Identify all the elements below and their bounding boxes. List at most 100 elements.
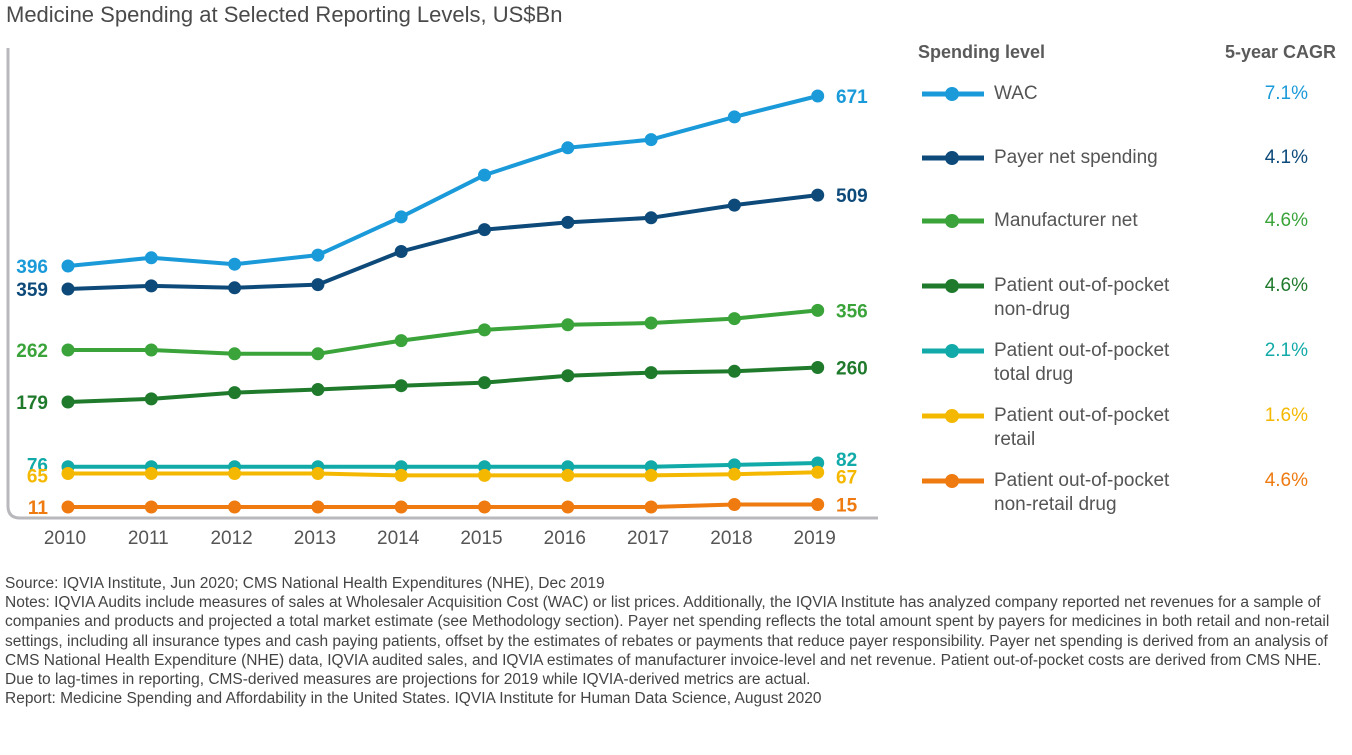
data-point — [228, 467, 242, 480]
series-patient-out-of-pocket-non-drug — [61, 361, 825, 409]
end-value-label: 509 — [836, 186, 868, 207]
source-note: Source: IQVIA Institute, Jun 2020; CMS N… — [5, 575, 605, 592]
data-point — [478, 468, 491, 482]
legend-label: Patient out-of-pocket non-drug — [994, 275, 1170, 320]
legend-cagr: 4.6% — [1264, 470, 1308, 491]
data-point — [394, 210, 408, 224]
start-value-label: 179 — [16, 393, 48, 414]
data-point — [561, 318, 575, 332]
end-value-label: 671 — [836, 87, 868, 108]
data-point — [478, 168, 491, 182]
series-patient-out-of-pocket-non-retail-drug — [61, 498, 825, 514]
legend-label: Patient out-of-pocket total drug — [994, 340, 1170, 385]
data-point — [311, 248, 325, 262]
data-point — [811, 89, 825, 103]
data-point — [644, 500, 658, 514]
data-point — [561, 215, 575, 229]
data-point — [311, 278, 325, 292]
data-point — [811, 303, 825, 317]
series-patient-out-of-pocket-retail — [61, 465, 825, 482]
series-patient-out-of-pocket-total-drug — [61, 456, 825, 474]
data-point — [144, 500, 158, 514]
data-point — [644, 366, 658, 380]
series-line — [68, 470, 818, 478]
data-point — [644, 316, 658, 330]
start-value-label: 76 — [27, 456, 48, 477]
legend-cagr: 4.6% — [1264, 210, 1308, 231]
data-point — [644, 211, 658, 225]
legend-cagr: 2.1% — [1264, 340, 1308, 361]
series-manufacturer-net — [61, 303, 825, 361]
data-point — [228, 500, 242, 514]
data-point — [811, 361, 825, 374]
data-point — [144, 343, 158, 357]
data-point — [61, 467, 75, 480]
legend-swatch — [922, 279, 984, 293]
data-point — [478, 223, 491, 237]
legend-cagr: 4.6% — [1264, 275, 1308, 296]
data-point — [144, 392, 158, 406]
legend-cagr: 7.1% — [1264, 83, 1308, 104]
legend-swatch — [922, 214, 984, 228]
legend-label: Patient out-of-pocket non-retail drug — [994, 470, 1170, 515]
data-point — [727, 312, 741, 326]
end-value-label: 67 — [836, 467, 857, 488]
legend-item-manufacturer-net: Manufacturer net 4.6% — [918, 210, 1318, 261]
methodology-notes: Notes: IQVIA Audits include measures of … — [5, 594, 1330, 689]
series-line — [67, 365, 818, 404]
data-point — [727, 110, 741, 124]
data-point — [644, 468, 658, 482]
data-point — [478, 323, 491, 337]
end-value-label: 260 — [836, 359, 868, 380]
data-point — [61, 500, 75, 514]
data-point — [727, 364, 741, 378]
legend-label: Patient out-of-pocket retail — [994, 405, 1170, 450]
legend-swatch — [922, 409, 984, 423]
series-line — [67, 94, 819, 268]
data-point — [561, 500, 575, 514]
legend-item-oop-non-retail-drug: Patient out-of-pocket non-retail drug 4.6… — [918, 470, 1318, 521]
notes-block: Source: IQVIA Institute, Jun 2020; CMS N… — [5, 574, 1345, 708]
legend-label: Payer net spending — [994, 147, 1158, 168]
legend-swatch — [922, 87, 984, 101]
data-point — [61, 343, 75, 357]
data-point — [228, 386, 242, 400]
legend-label: Manufacturer net — [994, 210, 1138, 231]
data-point — [727, 498, 741, 511]
start-value-label: 65 — [27, 467, 49, 488]
data-point — [311, 383, 325, 396]
data-point — [61, 395, 75, 409]
legend-header-cagr: 5-year CAGR — [1225, 42, 1337, 62]
data-point — [228, 257, 242, 271]
x-tick-label: 2013 — [294, 528, 336, 549]
x-tick-label: 2014 — [377, 528, 420, 549]
x-tick-label: 2016 — [544, 528, 586, 549]
x-tick-label: 2011 — [128, 528, 169, 549]
data-point — [811, 465, 825, 479]
data-point — [61, 282, 75, 296]
data-point — [394, 379, 408, 393]
x-tick-label: 2017 — [627, 528, 669, 549]
chart-title: Medicine Spending at Selected Reporting … — [6, 2, 563, 27]
legend-item-payer-net: Payer net spending 4.1% — [918, 147, 1318, 198]
legend-item-wac: WAC 7.1% — [918, 83, 1318, 134]
series-line — [67, 193, 818, 291]
data-point — [144, 467, 158, 480]
data-point — [727, 198, 741, 212]
data-point — [394, 334, 408, 348]
x-tick-label: 2010 — [44, 528, 86, 549]
data-point — [144, 251, 158, 265]
x-tick-label: 2018 — [710, 528, 752, 549]
x-tick-label: 2015 — [460, 528, 502, 549]
data-point — [727, 458, 741, 472]
legend-header-level: Spending level — [918, 42, 1046, 62]
data-point — [61, 259, 75, 273]
end-value-label: 15 — [836, 496, 858, 517]
series-wac — [61, 89, 825, 273]
legend-item-oop-total-drug: Patient out-of-pocket total drug 2.1% — [918, 340, 1318, 391]
legend-label: WAC — [994, 83, 1038, 104]
legend-item-oop-retail: Patient out-of-pocket retail 1.6% — [918, 405, 1318, 456]
data-point — [727, 467, 741, 481]
data-point — [228, 347, 242, 361]
chart-frame — [6, 48, 878, 520]
